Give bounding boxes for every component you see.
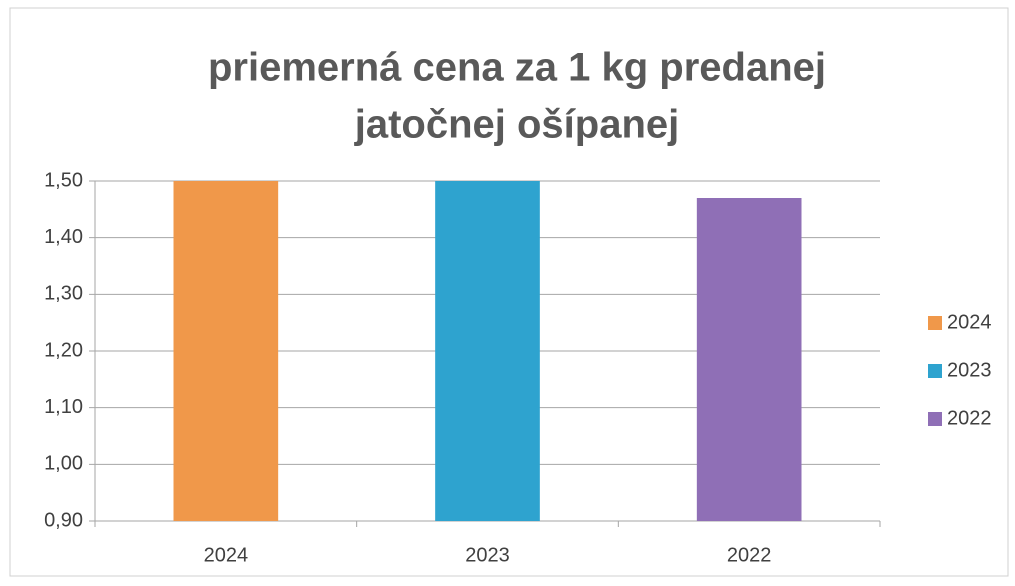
- bar: [173, 181, 279, 521]
- bar: [435, 181, 540, 521]
- y-tick-label: 0,90: [44, 509, 83, 531]
- chart-title: jatočnej ošípanej: [354, 103, 680, 147]
- y-tick-label: 1,40: [44, 226, 83, 248]
- legend-label: 2022: [947, 407, 992, 429]
- legend-label: 2024: [947, 311, 992, 333]
- bar: [696, 198, 802, 521]
- legend-label: 2023: [947, 359, 992, 381]
- legend-swatch: [928, 364, 942, 378]
- y-tick-label: 1,00: [44, 453, 83, 475]
- legend-swatch: [928, 412, 942, 426]
- x-tick-label: 2023: [465, 544, 510, 566]
- legend-swatch: [928, 316, 942, 330]
- x-tick-label: 2022: [727, 544, 772, 566]
- y-tick-label: 1,20: [44, 339, 83, 361]
- y-tick-label: 1,10: [44, 396, 83, 418]
- chart-title: priemerná cena za 1 kg predanej: [208, 46, 826, 90]
- y-tick-label: 1,50: [44, 169, 83, 191]
- y-tick-label: 1,30: [44, 283, 83, 305]
- x-tick-label: 2024: [204, 544, 249, 566]
